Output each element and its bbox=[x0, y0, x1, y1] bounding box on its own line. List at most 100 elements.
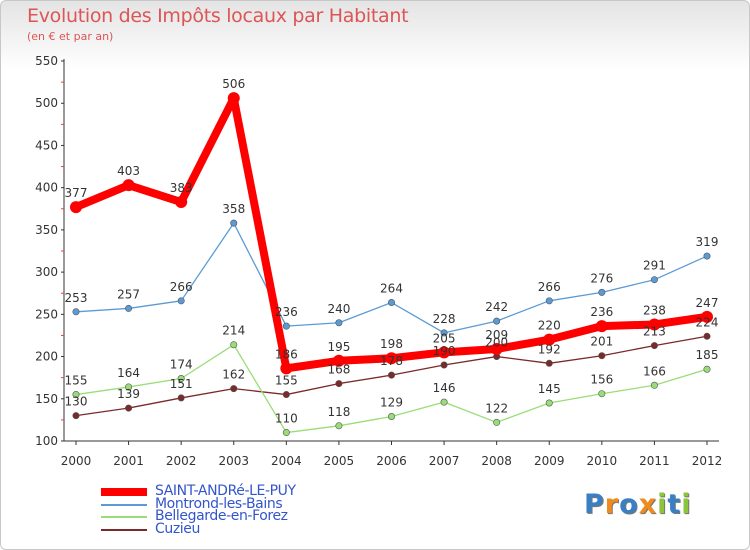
data-point bbox=[72, 412, 80, 420]
y-tick-label: 550 bbox=[35, 54, 58, 68]
data-label: 145 bbox=[538, 382, 561, 396]
series-line bbox=[74, 94, 708, 373]
data-label: 174 bbox=[170, 358, 193, 372]
data-label: 358 bbox=[222, 202, 245, 216]
data-label: 185 bbox=[696, 348, 719, 362]
data-label: 257 bbox=[117, 287, 140, 301]
data-label: 242 bbox=[485, 300, 508, 314]
logo-letter: r bbox=[604, 489, 620, 520]
data-label: 151 bbox=[170, 377, 193, 391]
y-tick-label: 300 bbox=[35, 265, 58, 279]
y-tick-label: 500 bbox=[35, 96, 58, 110]
data-point bbox=[595, 320, 608, 333]
data-point bbox=[440, 329, 448, 337]
data-label: 201 bbox=[590, 335, 613, 349]
legend-label: Cuzieu bbox=[155, 520, 200, 537]
data-label: 236 bbox=[275, 305, 298, 319]
data-point bbox=[282, 429, 290, 437]
data-point bbox=[125, 404, 133, 412]
data-point bbox=[177, 394, 185, 402]
data-point bbox=[335, 422, 343, 430]
x-tick-label: 2002 bbox=[166, 454, 197, 468]
data-point bbox=[230, 385, 238, 393]
data-point bbox=[125, 383, 133, 391]
data-label: 264 bbox=[380, 282, 403, 296]
data-label: 122 bbox=[485, 401, 508, 415]
data-point bbox=[332, 354, 345, 367]
data-label: 129 bbox=[380, 396, 403, 410]
data-point bbox=[650, 381, 658, 389]
data-point bbox=[230, 341, 238, 349]
data-label: 155 bbox=[275, 374, 298, 388]
data-label: 186 bbox=[275, 347, 298, 361]
data-point bbox=[490, 342, 503, 355]
data-label: 403 bbox=[117, 164, 140, 178]
x-tick-label: 2003 bbox=[218, 454, 249, 468]
data-label: 139 bbox=[117, 387, 140, 401]
data-label: 247 bbox=[696, 296, 719, 310]
data-label: 224 bbox=[696, 315, 719, 329]
data-point bbox=[335, 319, 343, 327]
legend-swatch bbox=[101, 528, 147, 531]
data-label: 192 bbox=[538, 342, 561, 356]
data-label: 506 bbox=[222, 77, 245, 91]
data-point bbox=[598, 288, 606, 296]
logo-letter: x bbox=[638, 489, 658, 520]
data-label: 383 bbox=[170, 181, 193, 195]
data-point bbox=[545, 297, 553, 305]
legend-swatch bbox=[101, 488, 147, 496]
data-point bbox=[701, 310, 713, 323]
logo-letter: P bbox=[584, 489, 605, 520]
x-tick-label: 2001 bbox=[113, 454, 144, 468]
data-label: 198 bbox=[380, 337, 403, 351]
data-point bbox=[177, 375, 185, 383]
x-tick-label: 2010 bbox=[587, 454, 618, 468]
data-label: 377 bbox=[65, 186, 88, 200]
data-point bbox=[650, 342, 658, 350]
y-tick-label: 150 bbox=[35, 392, 58, 406]
data-point bbox=[70, 201, 82, 214]
x-tick-label: 2008 bbox=[481, 454, 512, 468]
data-point bbox=[72, 308, 80, 316]
data-label: 162 bbox=[222, 368, 245, 382]
x-tick-label: 2011 bbox=[639, 454, 670, 468]
data-label: 266 bbox=[170, 280, 193, 294]
data-label: 228 bbox=[433, 312, 456, 326]
proxiti-logo: Proxiti bbox=[584, 489, 692, 520]
data-label: 156 bbox=[590, 373, 613, 387]
data-label: 155 bbox=[65, 374, 88, 388]
data-point bbox=[440, 398, 448, 406]
data-label: 266 bbox=[538, 280, 561, 294]
data-label: 240 bbox=[327, 302, 350, 316]
data-point bbox=[387, 299, 395, 307]
data-label: 214 bbox=[222, 324, 245, 338]
data-label: 200 bbox=[485, 336, 508, 350]
data-label: 118 bbox=[327, 405, 350, 419]
data-point bbox=[598, 390, 606, 398]
data-label: 236 bbox=[590, 305, 613, 319]
y-tick-label: 250 bbox=[35, 307, 58, 321]
data-label: 220 bbox=[538, 319, 561, 333]
data-label: 213 bbox=[643, 325, 666, 339]
x-tick-label: 2012 bbox=[692, 454, 723, 468]
legend-label: SAINT-ANDRé-LE-PUY bbox=[155, 483, 296, 499]
x-tick-label: 2006 bbox=[376, 454, 407, 468]
data-point bbox=[440, 361, 448, 369]
data-label: 130 bbox=[65, 395, 88, 409]
data-label: 209 bbox=[485, 328, 508, 342]
data-point bbox=[545, 359, 553, 367]
logo-letter: i bbox=[657, 489, 668, 520]
data-point bbox=[703, 365, 711, 373]
data-label: 190 bbox=[433, 344, 456, 358]
data-point bbox=[543, 333, 556, 346]
data-point bbox=[230, 219, 238, 227]
data-point bbox=[335, 380, 343, 388]
data-point bbox=[545, 399, 553, 407]
logo-letter: i bbox=[681, 489, 692, 520]
data-point bbox=[227, 92, 240, 105]
data-point bbox=[177, 297, 185, 305]
data-point bbox=[282, 322, 290, 330]
data-label: 205 bbox=[433, 331, 456, 345]
data-point bbox=[493, 317, 501, 325]
